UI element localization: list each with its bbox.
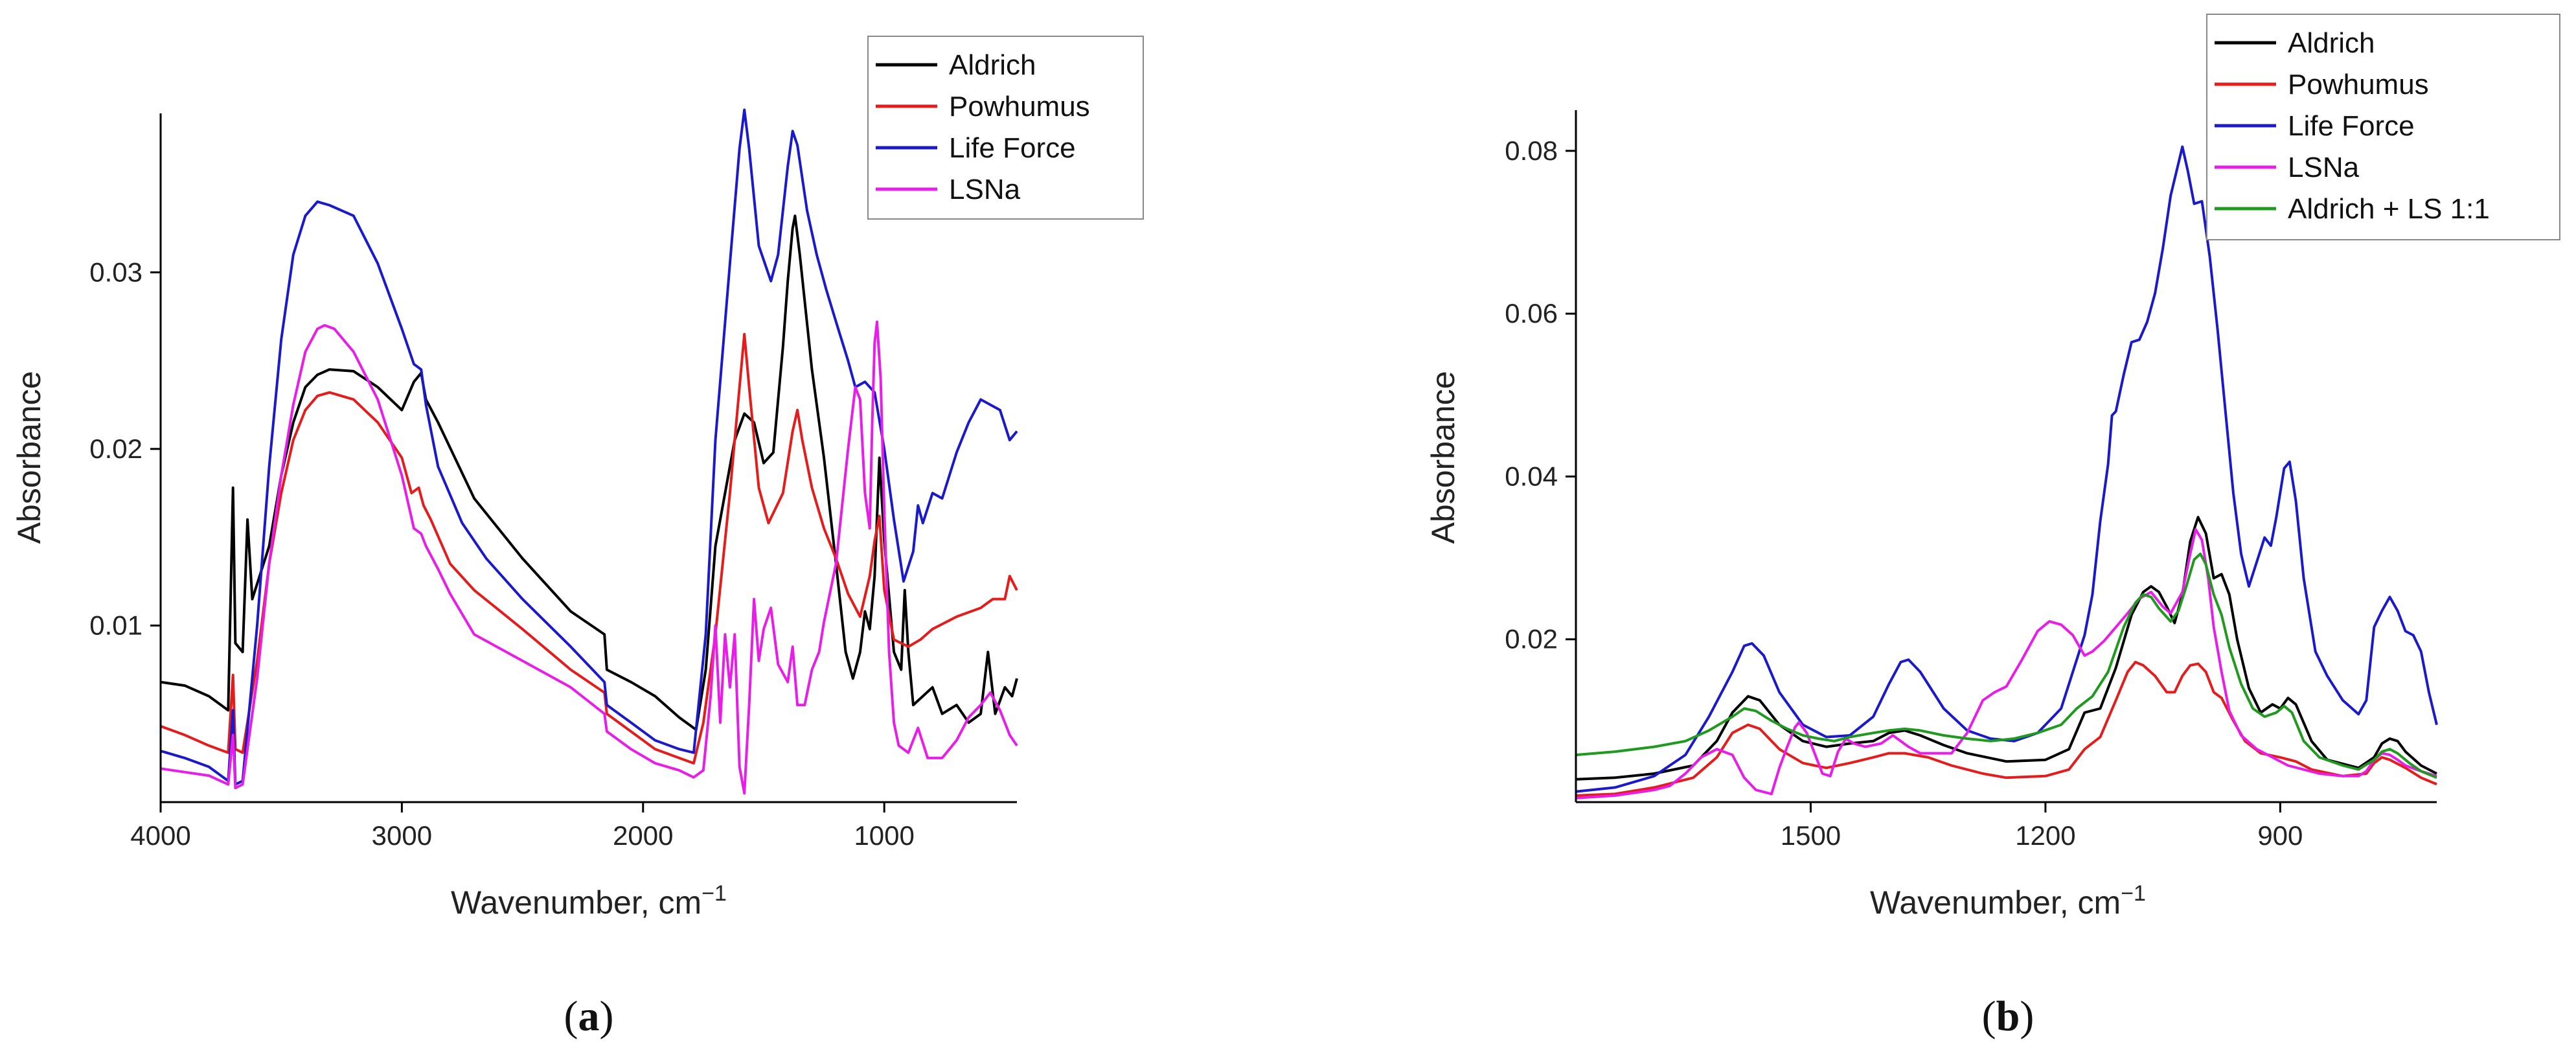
panel-a-label: (a) — [564, 993, 614, 1040]
panel-a-label-letter: a — [578, 993, 600, 1040]
panel-b-series-aldrich-ls-1-1 — [1575, 552, 2437, 779]
panel-b-legend: Aldrich Powhumus Life Force LSNa Aldrich + L… — [2206, 14, 2560, 240]
panel-b-series-powhumus — [1575, 660, 2437, 797]
panel-b-series-aldrich — [1575, 516, 2437, 781]
panel-a-legend: Aldrich Powhumus Life Force LSNa — [867, 36, 1144, 220]
panel-a-chart: 0.01 0.02 0.03 4000 3000 2000 1000 Absorbance… — [11, 36, 1144, 1040]
panel-b-x-tick-label: 900 — [2257, 820, 2303, 851]
panel-a-legend-label-life-force: Life Force — [949, 132, 1076, 164]
panel-a-series-life-force — [160, 108, 1018, 786]
panel-b-x-ticks: 1500 1200 900 — [1781, 802, 2303, 851]
panel-a-series-aldrich — [160, 214, 1018, 732]
panel-b-y-tick-label: 0.08 — [1505, 135, 1558, 166]
panel-a-series-lsna — [160, 320, 1018, 795]
panel-a-x-tick-label: 1000 — [854, 820, 914, 851]
panel-b-label-letter: b — [1996, 993, 2020, 1040]
panel-b-series-life-force — [1575, 145, 2438, 793]
panel-b-y-tick-label: 0.02 — [1505, 624, 1558, 654]
panel-a-y-ticks: 0.01 0.02 0.03 — [89, 257, 161, 640]
panel-b-label: (b) — [1982, 993, 2035, 1040]
panel-b-series-lsna — [1575, 528, 2437, 800]
panel-b-label-open: ( — [1982, 993, 1996, 1040]
panel-a-label-close: ) — [600, 993, 614, 1040]
panel-a-x-tick-label: 2000 — [613, 820, 673, 851]
panel-a-x-axis-title-sup: −1 — [701, 881, 727, 906]
panel-a-x-tick-label: 3000 — [372, 820, 432, 851]
panel-a-series-group — [160, 108, 1018, 795]
panel-a-y-tick-label: 0.02 — [89, 433, 142, 464]
panel-b-x-axis-title-sup: −1 — [2121, 881, 2146, 906]
panel-a-y-tick-label: 0.01 — [89, 610, 142, 640]
panel-a-y-axis-title: Absorbance — [11, 371, 47, 544]
panel-b-x-tick-label: 1200 — [2015, 820, 2075, 851]
panel-a-legend-label-powhumus: Powhumus — [949, 91, 1090, 122]
panel-a-legend-label-lsna: LSNa — [949, 174, 1021, 205]
panel-a-series-powhumus — [160, 332, 1018, 765]
panel-b-legend-label-lsna: LSNa — [2288, 152, 2360, 183]
panel-a-x-ticks: 4000 3000 2000 1000 — [130, 802, 915, 851]
panel-a-x-axis-title-text: Wavenumber, cm — [451, 884, 701, 921]
panel-a-y-tick-label: 0.03 — [89, 257, 142, 287]
panel-a-legend-label-aldrich: Aldrich — [949, 49, 1036, 81]
panel-b-series-group — [1575, 145, 2438, 800]
panel-b-legend-label-aldrich: Aldrich — [2288, 27, 2375, 59]
panel-b-label-close: ) — [2020, 993, 2034, 1040]
panel-b-x-tick-label: 1500 — [1781, 820, 1841, 851]
panel-a-label-open: ( — [564, 993, 578, 1040]
panel-b-y-ticks: 0.02 0.04 0.06 0.08 — [1505, 135, 1576, 654]
panel-b-legend-label-powhumus: Powhumus — [2288, 69, 2429, 100]
panel-a-x-axis-title: Wavenumber, cm−1 — [451, 881, 727, 921]
panel-b-x-axis-title-text: Wavenumber, cm — [1870, 884, 2121, 921]
panel-b-chart: 0.020.040.060.08 1500 1200 900 Absorbance … — [1425, 14, 2560, 1040]
panel-b-x-axis-title: Wavenumber, cm−1 — [1870, 881, 2146, 921]
panel-b-y-axis-title: Absorbance — [1425, 371, 1461, 544]
panel-b-legend-label-life-force: Life Force — [2288, 110, 2415, 142]
panel-a-x-tick-label: 4000 — [130, 820, 190, 851]
panel-b-legend-label-aldrich-ls-1-1: Aldrich + LS 1:1 — [2288, 193, 2490, 225]
panel-b-y-tick-label: 0.06 — [1505, 298, 1558, 328]
panel-b-y-tick-label: 0.04 — [1505, 461, 1558, 491]
